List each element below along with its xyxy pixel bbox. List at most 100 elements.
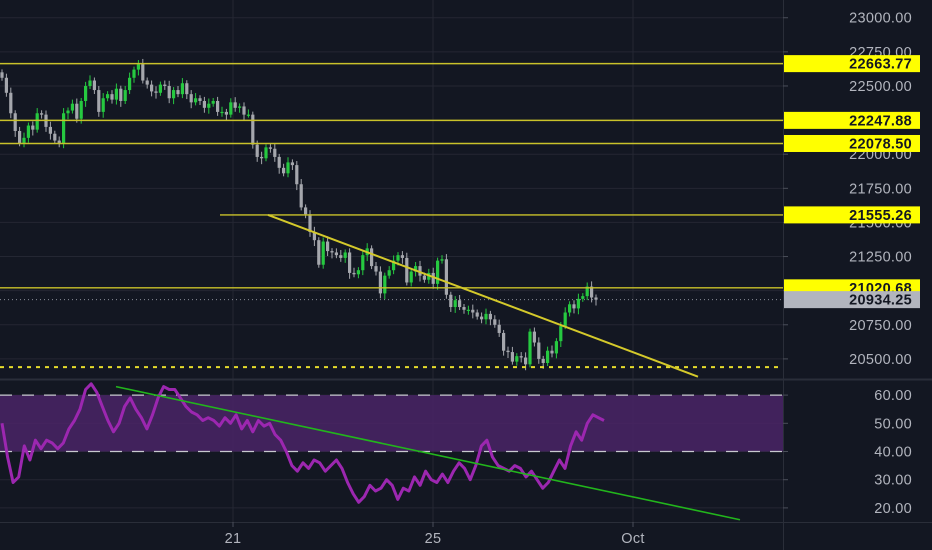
candle-body	[172, 90, 176, 99]
candle-body	[317, 240, 321, 265]
candle-body	[62, 113, 66, 144]
candle-body	[576, 298, 580, 309]
candle-body	[466, 309, 470, 311]
candle-body	[154, 91, 158, 93]
candle-body	[216, 100, 220, 112]
current-price-tag	[784, 291, 920, 309]
candle-body	[374, 266, 378, 272]
candle-body	[0, 72, 4, 78]
candle-body	[453, 300, 457, 308]
candle-body	[524, 357, 528, 365]
rsi-band	[0, 395, 783, 452]
candle-body	[506, 350, 510, 353]
candle-body	[400, 255, 404, 258]
candle-body	[594, 297, 598, 300]
candle-body	[101, 98, 105, 112]
rsi-tick-label: 30.00	[874, 473, 912, 489]
candle-body	[497, 324, 501, 333]
candle-body	[290, 162, 294, 166]
candle-body	[57, 140, 61, 144]
price-tick-label: 21750.00	[849, 181, 912, 197]
level-price-tag-text: 22247.88	[849, 113, 912, 129]
candle-body	[132, 69, 136, 78]
candle-body	[295, 165, 299, 185]
price-tick-label: 20750.00	[849, 318, 912, 334]
candle-body	[559, 326, 563, 342]
descending-trendline	[267, 213, 699, 378]
candle-body	[48, 126, 52, 134]
candle-body	[92, 80, 96, 91]
candle-body	[493, 319, 497, 325]
candle-body	[145, 80, 149, 85]
candle-body	[119, 88, 123, 101]
candle-body	[370, 248, 374, 267]
candle-body	[207, 103, 211, 108]
price-tick-label: 22500.00	[849, 79, 912, 95]
candle-body	[308, 214, 312, 232]
price-axis[interactable]: 23000.0022750.0022500.0022250.0022000.00…	[783, 11, 920, 517]
candle-body	[418, 266, 422, 276]
candle-body	[141, 64, 145, 81]
candle-body	[383, 275, 387, 294]
rsi-panel[interactable]	[0, 382, 783, 521]
price-tick-label: 23000.00	[849, 11, 912, 27]
candle-body	[75, 103, 79, 119]
candle-body	[431, 272, 435, 284]
candle-body	[233, 102, 237, 108]
price-panel[interactable]	[0, 58, 598, 371]
candle-body	[114, 88, 118, 100]
candle-body	[348, 252, 352, 273]
candle-body	[440, 259, 444, 261]
candle-body	[414, 266, 418, 272]
level-price-tag-text: 22078.50	[849, 136, 912, 152]
candle-body	[180, 83, 184, 95]
candle-body	[405, 257, 409, 283]
candle-body	[110, 94, 114, 100]
candle-body	[53, 133, 57, 141]
candle-body	[361, 255, 365, 271]
candle-body	[422, 275, 426, 280]
rsi-trendline	[115, 385, 741, 521]
candle-body	[211, 100, 215, 104]
level-price-tag-text: 22663.77	[849, 57, 912, 73]
candle-body	[18, 131, 22, 144]
rsi-line	[0, 382, 605, 504]
candle-body	[97, 90, 101, 112]
candle-body	[202, 100, 206, 108]
drawing-layer[interactable]	[0, 62, 783, 378]
candle-body	[519, 356, 523, 358]
candle-body	[229, 102, 233, 115]
candle-body	[387, 270, 391, 276]
candle-body	[515, 356, 519, 362]
candle-body	[484, 313, 488, 320]
candle-body	[282, 167, 286, 174]
candle-body	[378, 271, 382, 294]
price-tick-label: 21250.00	[849, 250, 912, 266]
time-axis[interactable]: 21 25 Oct	[225, 522, 645, 547]
candle-body	[40, 113, 44, 115]
candle-body	[352, 272, 356, 275]
candle-body	[326, 241, 330, 252]
candle-body	[537, 342, 541, 359]
candle-body	[572, 304, 576, 309]
candle-body	[268, 147, 272, 149]
candle-body	[255, 144, 259, 157]
candle-body	[176, 90, 180, 95]
candle-body	[70, 103, 74, 111]
candle-body	[185, 83, 189, 95]
candle-body	[581, 296, 585, 299]
candle-body	[444, 259, 448, 295]
candle-body	[339, 255, 343, 258]
candle-body	[458, 300, 462, 308]
candle-body	[330, 251, 334, 253]
candle-body	[4, 77, 8, 93]
rsi-tick-label: 20.00	[874, 501, 912, 517]
candle-body	[106, 94, 110, 99]
rsi-tick-label: 60.00	[874, 388, 912, 404]
candle-body	[568, 304, 572, 313]
rsi-tick-label: 50.00	[874, 416, 912, 432]
candle-body	[299, 184, 303, 208]
level-price-tag	[784, 111, 920, 129]
